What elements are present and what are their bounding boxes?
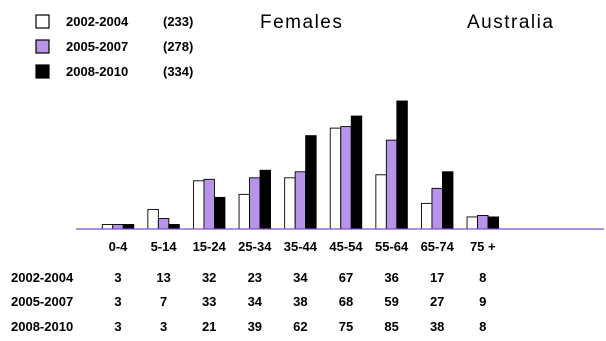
category-label: 45-54 (329, 239, 363, 254)
table-row-label: 2008-2010 (11, 319, 73, 334)
table-cell: 21 (202, 319, 216, 334)
bar-2005-2007-5-14 (157, 218, 170, 230)
table-cell: 8 (479, 319, 486, 334)
bar-2005-2007-35-44 (294, 171, 307, 230)
table-cell: 85 (384, 319, 398, 334)
table-cell: 59 (384, 294, 398, 309)
table-cell: 32 (202, 270, 216, 285)
bar-2008-2010-15-24 (213, 196, 226, 230)
table-cell: 27 (430, 294, 444, 309)
bar-2008-2010-35-44 (305, 135, 317, 230)
legend-swatch-2002-2004 (35, 14, 50, 29)
bar-2005-2007-65-74 (431, 187, 443, 230)
table-cell: 67 (339, 270, 353, 285)
legend-count-2008-2010: (334) (163, 64, 193, 79)
bar-2005-2007-45-54 (340, 126, 352, 230)
bar-2008-2010-55-64 (396, 100, 408, 230)
table-cell: 23 (248, 270, 262, 285)
category-label: 0-4 (109, 239, 129, 254)
bar-2002-2004-5-14 (147, 208, 159, 230)
table-cell: 17 (430, 270, 444, 285)
table-cell: 8 (479, 270, 486, 285)
bar-2008-2010-5-14 (168, 224, 180, 230)
table-cell: 75 (339, 319, 353, 334)
table-cell: 3 (114, 270, 121, 285)
category-label: 35-44 (284, 239, 318, 254)
table-cell: 3 (114, 319, 121, 334)
table-cell: 3 (114, 294, 121, 309)
chart-title: Females (260, 12, 343, 33)
category-label: 65-74 (421, 239, 455, 254)
bar-2002-2004-55-64 (375, 174, 387, 230)
bars (101, 100, 499, 230)
table-cell: 7 (160, 294, 167, 309)
table-cell: 38 (430, 319, 444, 334)
bar-2005-2007-55-64 (385, 139, 398, 230)
legend-count-2002-2004: (233) (163, 14, 193, 29)
table-cell: 34 (293, 270, 308, 285)
legend-label-2008-2010: 2008-2010 (66, 64, 128, 79)
bar-2008-2010-45-54 (350, 115, 363, 230)
table-cell: 34 (248, 294, 263, 309)
category-label: 15-24 (193, 239, 227, 254)
bar-2002-2004-45-54 (329, 127, 342, 230)
legend-swatch-2005-2007 (35, 39, 50, 54)
bar-2005-2007-15-24 (203, 178, 215, 230)
legend-label-2005-2007: 2005-2007 (66, 39, 128, 54)
table-cell: 38 (293, 294, 307, 309)
bar-2002-2004-25-34 (238, 193, 251, 230)
table-cell: 36 (384, 270, 398, 285)
table-cell: 9 (479, 294, 486, 309)
bar-2002-2004-15-24 (192, 180, 205, 230)
bar-2008-2010-65-74 (442, 171, 454, 230)
legend-label-2002-2004: 2002-2004 (66, 14, 129, 29)
chart-subtitle: Australia (467, 12, 554, 33)
bar-2005-2007-0-4 (112, 224, 124, 230)
table-cell: 62 (293, 319, 307, 334)
table-cell: 3 (160, 319, 167, 334)
bar-2005-2007-75 (477, 214, 489, 230)
bar-2008-2010-25-34 (259, 169, 271, 230)
table-row-label: 2005-2007 (11, 294, 73, 309)
legend-count-2005-2007: (278) (163, 39, 193, 54)
table-row-label: 2002-2004 (11, 270, 74, 285)
table-cell: 33 (202, 294, 216, 309)
bar-2002-2004-0-4 (101, 224, 114, 230)
legend: 2002-2004 (233) 2005-2007 (278) 2008-201… (35, 14, 193, 79)
table-cell: 68 (339, 294, 353, 309)
category-label: 55-64 (375, 239, 409, 254)
bar-2005-2007-25-34 (249, 177, 261, 230)
bar-2002-2004-65-74 (421, 202, 433, 230)
table-cell: 39 (248, 319, 262, 334)
bar-2002-2004-35-44 (284, 177, 296, 230)
category-label: 75 + (470, 239, 496, 254)
category-labels: 0-4 5-14 15-24 25-34 35-44 45-54 55-64 65-74 75 … (109, 239, 496, 254)
table-cell: 13 (156, 270, 170, 285)
bar-2002-2004-75 (466, 216, 478, 230)
category-label: 5-14 (151, 239, 178, 254)
category-label: 25-34 (238, 239, 272, 254)
bar-2008-2010-0-4 (122, 224, 135, 230)
bar-2008-2010-75 (487, 216, 499, 230)
legend-swatch-2008-2010 (35, 64, 50, 79)
